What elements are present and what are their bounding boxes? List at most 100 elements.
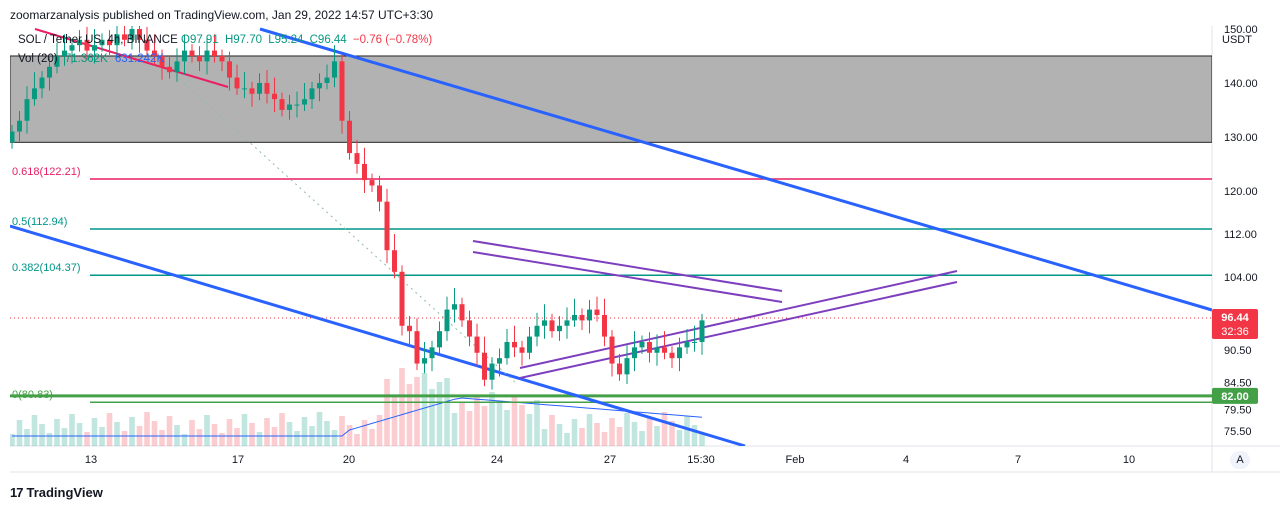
candle-body[interactable] — [384, 201, 390, 251]
candle-body[interactable] — [287, 104, 292, 110]
triangle-line[interactable] — [472, 240, 783, 292]
candle-body[interactable] — [624, 358, 630, 375]
candle-body[interactable] — [197, 55, 202, 62]
candle-body[interactable] — [257, 82, 262, 94]
candle-body[interactable] — [444, 309, 450, 332]
candle-body[interactable] — [467, 320, 472, 337]
candle-body[interactable] — [647, 341, 652, 353]
candle-body[interactable] — [557, 325, 562, 332]
candle-body[interactable] — [62, 50, 67, 56]
candle-body[interactable] — [459, 304, 465, 321]
candle-body[interactable] — [137, 29, 142, 40]
triangle-line[interactable] — [472, 251, 783, 303]
candle-body[interactable] — [279, 99, 285, 110]
candle-body[interactable] — [302, 99, 307, 105]
candle-body[interactable] — [159, 55, 165, 67]
candle-body[interactable] — [474, 336, 480, 353]
candle-body[interactable] — [227, 61, 232, 78]
candle-body[interactable] — [107, 39, 112, 46]
candle-body[interactable] — [654, 347, 660, 353]
lower-trendline[interactable] — [10, 224, 746, 446]
candle-body[interactable] — [422, 358, 427, 364]
candle-body[interactable] — [347, 120, 352, 154]
candle-body[interactable] — [272, 93, 277, 100]
candle-body[interactable] — [482, 352, 487, 380]
red-trendline[interactable] — [34, 28, 229, 88]
candle-body[interactable] — [114, 34, 120, 46]
candle-body[interactable] — [152, 50, 157, 56]
resistance-zone[interactable] — [10, 55, 1212, 143]
candle-body[interactable] — [617, 363, 622, 375]
candle-body[interactable] — [632, 347, 637, 359]
candle-body[interactable] — [572, 314, 577, 321]
candle-body[interactable] — [684, 341, 690, 348]
candle-body[interactable] — [677, 347, 682, 359]
candle-body[interactable] — [122, 34, 127, 40]
candle-body[interactable] — [662, 347, 667, 353]
candle-body[interactable] — [39, 77, 45, 89]
candle-body[interactable] — [234, 77, 240, 89]
candle-body[interactable] — [47, 66, 52, 78]
candle-body[interactable] — [249, 88, 255, 94]
triangle-line[interactable] — [519, 281, 958, 379]
candle-body[interactable] — [92, 45, 97, 51]
volume-label[interactable]: Vol (20) — [18, 53, 58, 65]
auto-scale-button[interactable]: A — [1230, 451, 1250, 469]
upper-trendline[interactable] — [259, 27, 1212, 312]
candle-body[interactable] — [354, 153, 360, 164]
candle-body[interactable] — [429, 347, 435, 359]
candle-body[interactable] — [174, 61, 180, 73]
candle-body[interactable] — [362, 163, 367, 181]
candle-body[interactable] — [32, 88, 37, 100]
candle-body[interactable] — [699, 320, 705, 342]
candle-body[interactable] — [369, 180, 375, 186]
candle-body[interactable] — [549, 320, 555, 332]
candle-body[interactable] — [264, 82, 270, 94]
candle-body[interactable] — [587, 309, 592, 321]
candle-body[interactable] — [392, 250, 397, 272]
candle-body[interactable] — [309, 88, 315, 100]
candle-body[interactable] — [534, 325, 540, 337]
candle-body[interactable] — [182, 50, 187, 62]
candle-body[interactable] — [489, 363, 495, 380]
candle-body[interactable] — [212, 50, 217, 56]
candle-body[interactable] — [69, 45, 75, 51]
candle-body[interactable] — [339, 61, 345, 121]
candle-body[interactable] — [242, 88, 247, 90]
tradingview-logo[interactable]: 17 TradingView — [10, 485, 103, 500]
candle-body[interactable] — [204, 50, 210, 62]
candle-body[interactable] — [497, 358, 502, 364]
triangle-line[interactable] — [519, 270, 958, 369]
candle-body[interactable] — [54, 55, 60, 67]
candle-body[interactable] — [414, 331, 420, 364]
candle-body[interactable] — [437, 331, 442, 348]
candle-body[interactable] — [669, 352, 675, 359]
candle-body[interactable] — [407, 325, 412, 332]
candle-body[interactable] — [84, 39, 90, 51]
candle-body[interactable] — [332, 61, 337, 78]
candle-body[interactable] — [542, 320, 547, 326]
candle-body[interactable] — [377, 185, 382, 202]
candle-body[interactable] — [602, 314, 607, 337]
candle-body[interactable] — [77, 39, 82, 46]
symbol-name[interactable]: SOL / Tether US, 4h, BINANCE — [18, 34, 178, 46]
candle-body[interactable] — [17, 120, 22, 132]
candle-body[interactable] — [144, 39, 150, 51]
candle-body[interactable] — [24, 99, 30, 121]
candle-body[interactable] — [219, 55, 225, 62]
candle-body[interactable] — [692, 341, 697, 343]
candle-body[interactable] — [189, 50, 195, 56]
candle-body[interactable] — [99, 39, 105, 46]
candle-body[interactable] — [639, 341, 645, 348]
candle-body[interactable] — [504, 341, 510, 359]
candle-body[interactable] — [527, 336, 532, 353]
candle-body[interactable] — [579, 314, 585, 321]
candle-body[interactable] — [512, 341, 517, 348]
candle-body[interactable] — [129, 29, 135, 40]
candle-body[interactable] — [10, 131, 15, 143]
candle-body[interactable] — [519, 347, 525, 353]
candle-body[interactable] — [594, 309, 600, 315]
candle-body[interactable] — [317, 82, 322, 89]
candle-body[interactable] — [609, 336, 615, 364]
